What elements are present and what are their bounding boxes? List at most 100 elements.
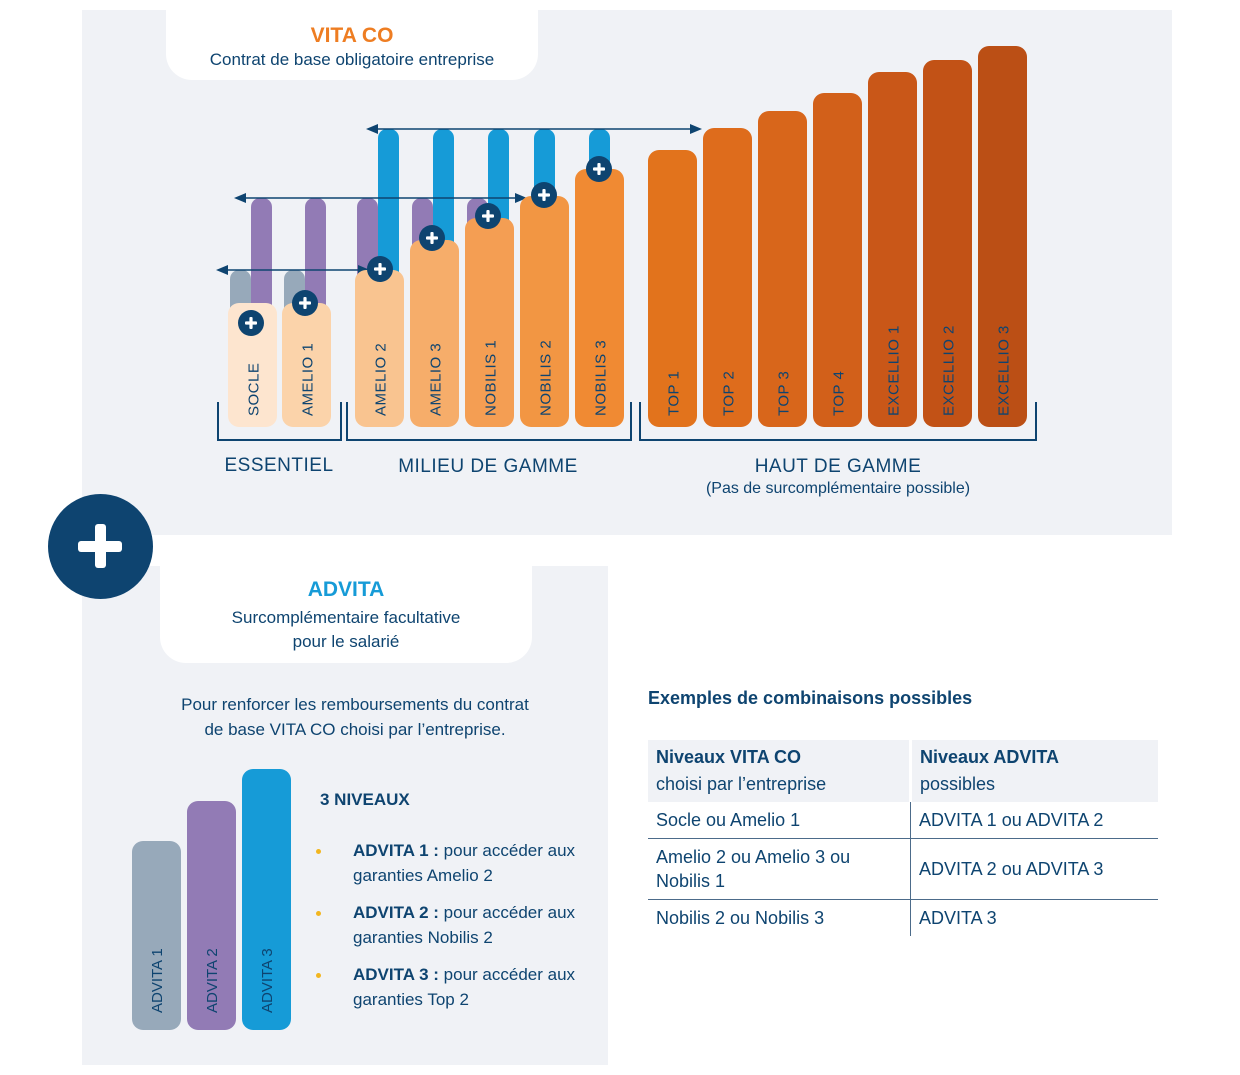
header-bold: Niveaux VITA CO [656, 747, 802, 767]
plus-badge-icon [419, 225, 445, 251]
arrow-left-head-icon [216, 265, 228, 275]
level-desc: pour accéder aux garanties Nobilis 2 [353, 903, 576, 947]
table-row: Nobilis 2 ou Nobilis 3 ADVITA 3 [648, 899, 1158, 936]
advita-bar-label: ADVITA 3 [259, 948, 276, 1013]
plus-badge-icon [586, 156, 612, 182]
vita-co-title: VITA CO [310, 24, 394, 47]
vita-co-bar-label: EXCELLIO 1 [886, 325, 903, 416]
vita-co-bar-label: TOP 3 [776, 371, 793, 416]
vita-co-bar [410, 240, 459, 427]
plus-badge-v [378, 263, 382, 275]
cell-advita: ADVITA 1 ou ADVITA 2 [910, 802, 1158, 839]
group-label-haut: HAUT DE GAMME [754, 456, 922, 477]
vita-co-bar [923, 60, 972, 427]
group-bracket [346, 402, 632, 441]
cell-advita: ADVITA 3 [919, 908, 997, 928]
level-name: ADVITA 3 : [353, 965, 439, 984]
advita-subtitle-line1: Surcomplémentaire facultative [231, 608, 461, 627]
vita-co-bar-label: NOBILIS 1 [483, 340, 500, 416]
advita-bar-label: ADVITA 1 [149, 948, 166, 1013]
advita-underlay-bar [251, 198, 272, 323]
vita-co-bar-label: TOP 4 [831, 371, 848, 416]
advita-bar [187, 801, 236, 1030]
vita-co-bar-label: AMELIO 2 [373, 343, 390, 416]
bullet-icon [316, 911, 321, 916]
level-item: ADVITA 2 : pour accéder aux garanties No… [316, 900, 586, 950]
vita-co-bar [703, 128, 752, 427]
level-name: ADVITA 2 : [353, 903, 439, 922]
vita-co-bar-label: AMELIO 3 [428, 343, 445, 416]
plus-badge-v [430, 232, 434, 244]
plus-badge-v [542, 189, 546, 201]
level-item: ADVITA 1 : pour accéder aux garanties Am… [316, 838, 586, 888]
vita-co-bar-label: TOP 1 [666, 371, 683, 416]
plus-badge-icon [292, 290, 318, 316]
advita-underlay-bar [378, 129, 399, 290]
advita-levels-diagram: ADVITA 1 ADVITA 2 ADVITA 3 [132, 769, 291, 1030]
group-note-haut: (Pas de surcomplémentaire possible) [705, 480, 971, 497]
plus-badge-icon [367, 256, 393, 282]
vita-co-bar [575, 169, 624, 427]
levels-list: ADVITA 1 : pour accéder aux garanties Am… [316, 838, 586, 1024]
header-vita-co: Niveaux VITA CO choisi par l’entreprise [648, 740, 912, 802]
plus-badge-icon [238, 310, 264, 336]
vita-co-bar [868, 72, 917, 427]
level-name: ADVITA 1 : [353, 841, 439, 860]
advita-subtitle: Surcomplémentaire facultative pour le sa… [160, 606, 532, 654]
vita-co-bar [465, 218, 514, 427]
arrow-right-head-icon [515, 193, 527, 203]
vita-co-bar-label: EXCELLIO 3 [996, 325, 1013, 416]
vita-co-bar [813, 93, 862, 427]
vita-co-bar [978, 46, 1027, 427]
group-label-milieu: MILIEU DE GAMME [398, 456, 578, 477]
plus-badge-v [486, 210, 490, 222]
advita-intro: Pour renforcer les remboursements du con… [130, 692, 580, 742]
bullet-icon [316, 973, 321, 978]
header-advita: Niveaux ADVITA possibles [910, 740, 1158, 802]
vita-co-levels-diagram: SOCLE AMELIO 1 AMELIO 2 AMELIO 3 NOBILIS 1 NO… [216, 46, 1037, 441]
vita-co-subtitle: Contrat de base obligatoire entreprise [209, 50, 495, 69]
arrow-right-head-icon [690, 124, 702, 134]
combinations-table: Niveaux VITA CO choisi par l’entreprise N… [648, 740, 1158, 936]
vita-co-bar [520, 196, 569, 427]
plus-badge-icon [475, 203, 501, 229]
cell-vita-co: Amelio 2 ou Amelio 3 ou Nobilis 1 [648, 838, 911, 900]
advita-bar-label: ADVITA 2 [204, 948, 221, 1013]
group-label-essentiel: ESSENTIEL [224, 455, 334, 476]
plus-badge-v [249, 317, 253, 329]
table-header-row: Niveaux VITA CO choisi par l’entreprise N… [648, 740, 1158, 802]
table-row: Amelio 2 ou Amelio 3 ou Nobilis 1 ADVITA… [648, 838, 1158, 900]
cell-advita: ADVITA 2 ou ADVITA 3 [910, 838, 1158, 900]
group-bracket [217, 402, 342, 441]
plus-badge-icon [531, 182, 557, 208]
plus-badge-v [303, 297, 307, 309]
vita-co-bar [282, 303, 331, 427]
advita-subtitle-line2: pour le salarié [292, 632, 400, 651]
cell-vita-co: Nobilis 2 ou Nobilis 3 [648, 899, 911, 936]
vita-co-header-card: VITA CO Contrat de base obligatoire entr… [166, 10, 538, 80]
vita-co-bar-label: TOP 2 [721, 371, 738, 416]
level-item: ADVITA 3 : pour accéder aux garanties To… [316, 962, 586, 1012]
vita-co-bar [228, 303, 277, 427]
advita-bar [242, 769, 291, 1030]
vita-co-bar [758, 111, 807, 427]
bullet-icon [316, 849, 321, 854]
header-bold: Niveaux ADVITA [920, 747, 1060, 767]
header-sub: choisi par l’entreprise [656, 774, 827, 794]
vita-co-bar-label: EXCELLIO 2 [941, 325, 958, 416]
advita-title: ADVITA [307, 578, 385, 601]
advita-intro-line2: de base VITA CO choisi par l’entreprise. [204, 720, 506, 739]
level-desc: pour accéder aux garanties Amelio 2 [353, 841, 576, 885]
advita-intro-line1: Pour renforcer les remboursements du con… [181, 695, 529, 714]
arrow-left-head-icon [234, 193, 246, 203]
vita-co-bar-label: AMELIO 1 [300, 343, 317, 416]
vita-co-bar-label: NOBILIS 3 [593, 340, 610, 416]
arrow-left-head-icon [366, 124, 378, 134]
vita-co-bar [355, 270, 404, 427]
vita-co-bar [648, 150, 697, 427]
plus-badge-v [597, 163, 601, 175]
header-sub: possibles [920, 774, 996, 794]
plus-icon [48, 494, 153, 599]
level-desc: pour accéder aux garanties Top 2 [353, 965, 576, 1009]
levels-title: 3 NIVEAUX [320, 790, 410, 809]
